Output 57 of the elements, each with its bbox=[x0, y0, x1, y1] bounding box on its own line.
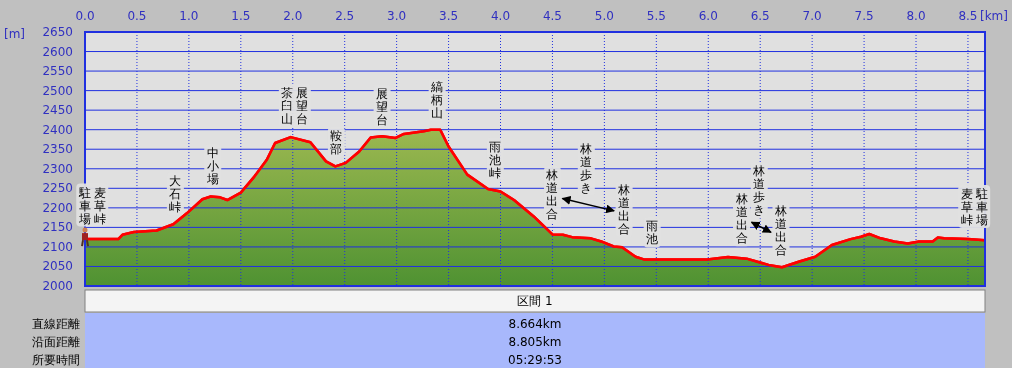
y-tick-label: 2300 bbox=[42, 161, 73, 176]
x-tick-label: 2.0 bbox=[283, 9, 303, 23]
text: 所要時間 bbox=[32, 353, 80, 367]
y-tick-label: 2100 bbox=[42, 239, 73, 254]
x-tick-label: 7.0 bbox=[802, 9, 822, 23]
x-tick-label: 1.0 bbox=[179, 9, 199, 23]
annotation: 林道出合 bbox=[545, 168, 559, 222]
annotation: 林道歩き bbox=[579, 141, 593, 195]
annotation: 展望台茶臼山 bbox=[281, 85, 309, 126]
x-tick-label: 3.5 bbox=[439, 9, 459, 23]
x-tick-label: 6.0 bbox=[698, 9, 718, 23]
annotation: 麦草峠駐車場 bbox=[77, 185, 106, 226]
x-tick-label: 2.5 bbox=[335, 9, 355, 23]
y-axis-title: [m] bbox=[4, 27, 26, 41]
x-tick-label: 8.0 bbox=[906, 9, 926, 23]
annotation: 大石峠 bbox=[169, 174, 182, 215]
x-tick-label: 0.5 bbox=[127, 9, 147, 23]
annotation: 展望台 bbox=[376, 86, 389, 127]
x-tick-label: 4.0 bbox=[490, 9, 511, 23]
annotation: 雨池 bbox=[646, 219, 659, 247]
y-tick-label: 2550 bbox=[42, 64, 73, 79]
y-tick-label: 2350 bbox=[42, 142, 73, 157]
text: 8.664km bbox=[508, 317, 562, 331]
annotation: 中小場 bbox=[205, 146, 219, 187]
y-tick-label: 2600 bbox=[42, 44, 73, 59]
text: 沿面距離 bbox=[32, 335, 80, 349]
x-tick-label: 5.5 bbox=[646, 9, 666, 23]
x-tick-label: 5.0 bbox=[594, 9, 614, 23]
y-tick-label: 2500 bbox=[42, 83, 73, 98]
y-tick-label: 2150 bbox=[42, 220, 73, 235]
annotation: 林道出合 bbox=[617, 182, 631, 236]
y-tick-label: 2650 bbox=[42, 25, 73, 39]
x-tick-label: 0.0 bbox=[75, 9, 95, 23]
annotation: 縞柄山 bbox=[430, 80, 444, 121]
y-tick-label: 2450 bbox=[42, 103, 73, 118]
annotation: 林道歩き bbox=[752, 164, 766, 218]
y-tick-label: 2000 bbox=[42, 279, 73, 293]
y-tick-label: 2250 bbox=[42, 181, 73, 196]
x-tick-label: 1.5 bbox=[231, 9, 251, 23]
text: 区間 1 bbox=[517, 294, 553, 308]
text: 直線距離 bbox=[32, 317, 80, 331]
x-tick-label: 4.5 bbox=[542, 9, 562, 23]
annotation: 雨池峠 bbox=[489, 139, 502, 180]
x-tick-label: 3.0 bbox=[387, 9, 407, 23]
x-tick-label: 6.5 bbox=[750, 9, 770, 23]
y-tick-label: 2400 bbox=[42, 122, 73, 137]
text: 8.805km bbox=[508, 335, 562, 349]
annotation: 駐車場麦草峠 bbox=[960, 187, 988, 227]
y-tick-label: 2200 bbox=[42, 200, 73, 215]
annotation: 林道出合 bbox=[734, 192, 748, 246]
y-tick-label: 2050 bbox=[42, 259, 73, 274]
annotation: 林道出合 bbox=[773, 204, 787, 258]
x-tick-label: 7.5 bbox=[854, 9, 874, 23]
x-axis-title: [km] bbox=[979, 9, 1008, 23]
text: 05:29:53 bbox=[508, 353, 562, 367]
x-tick-label: 8.5 bbox=[958, 9, 978, 23]
annotation: 鞍部 bbox=[330, 129, 343, 157]
